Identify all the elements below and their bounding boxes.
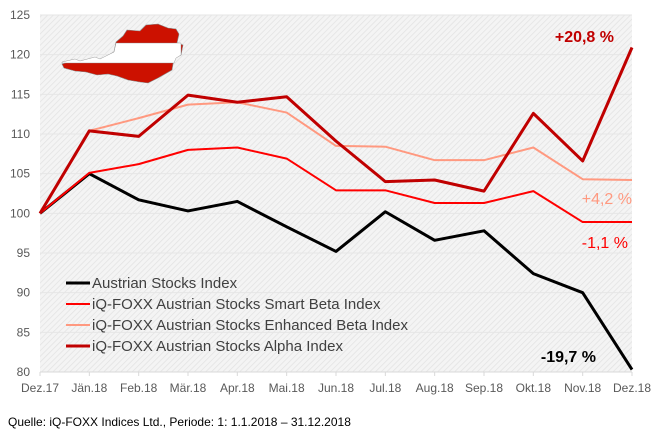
y-tick-label: 120: [10, 48, 30, 62]
x-tick-label: Aug.18: [416, 381, 454, 395]
end-label: -19,7 %: [541, 349, 596, 366]
x-tick-label: Feb.18: [120, 381, 158, 395]
y-tick-label: 95: [17, 246, 31, 260]
x-tick-label: Jul.18: [369, 381, 401, 395]
x-tick-label: Jun.18: [318, 381, 354, 395]
x-tick-label: Apr.18: [220, 381, 255, 395]
source-note: Quelle: iQ-FOXX Indices Ltd., Periode: 1…: [8, 415, 351, 429]
end-label: +4,2 %: [582, 191, 632, 208]
x-tick-label: Mai.18: [269, 381, 305, 395]
legend-entry: iQ-FOXX Austrian Stocks Smart Beta Index: [92, 296, 381, 313]
x-tick-label: Dez.17: [21, 381, 59, 395]
y-tick-label: 105: [10, 167, 30, 181]
end-label: +20,8 %: [555, 29, 614, 46]
end-label: -1,1 %: [582, 235, 628, 252]
x-tick-label: Okt.18: [516, 381, 552, 395]
y-tick-label: 115: [11, 87, 30, 101]
y-tick-label: 85: [17, 325, 31, 339]
x-tick-label: Sep.18: [465, 381, 503, 395]
x-tick-label: Dez.18: [613, 381, 651, 395]
x-tick-label: Jän.18: [71, 381, 107, 395]
y-tick-label: 80: [17, 365, 31, 379]
y-tick-label: 100: [10, 206, 30, 220]
legend-entry: iQ-FOXX Austrian Stocks Alpha Index: [92, 338, 343, 355]
austria-flag-map-icon: [61, 23, 184, 84]
x-tick-label: Nov.18: [564, 381, 601, 395]
y-tick-label: 125: [10, 8, 30, 22]
y-tick-label: 90: [17, 286, 31, 300]
x-tick-label: Mär.18: [170, 381, 207, 395]
legend-entry: Austrian Stocks Index: [92, 275, 238, 292]
y-tick-label: 110: [11, 127, 30, 141]
legend-entry: iQ-FOXX Austrian Stocks Enhanced Beta In…: [92, 317, 408, 334]
